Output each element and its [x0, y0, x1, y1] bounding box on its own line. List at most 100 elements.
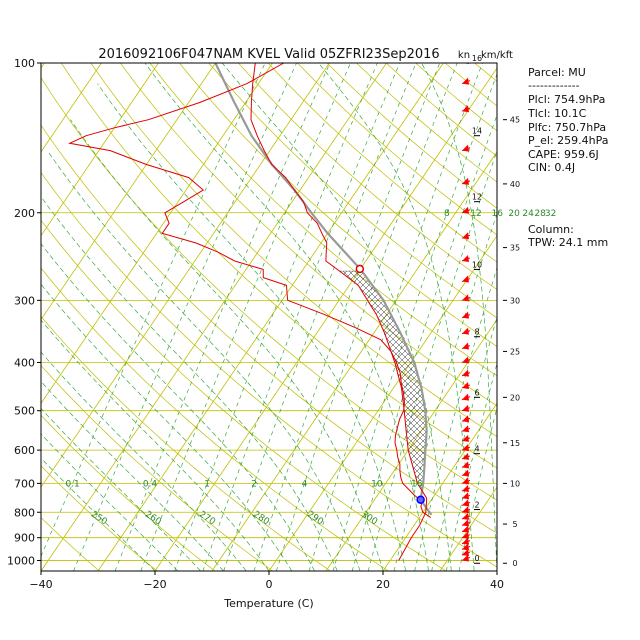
mixing-ratio-label: 28	[534, 209, 546, 219]
moist-adiabat-line	[41, 283, 293, 571]
wind-barb	[461, 554, 471, 562]
dry-adiabat-line	[41, 219, 447, 571]
kft-label: 15	[510, 439, 520, 448]
isotherm-line	[611, 63, 640, 571]
mixing-ratio-line	[393, 212, 497, 571]
wind-barb	[461, 434, 471, 442]
wind-barb	[461, 444, 471, 452]
kft-label: 10	[510, 479, 520, 488]
moist-adiabat-line	[421, 63, 497, 571]
y-tick-label: 200	[14, 207, 35, 220]
dry-adiabat-line	[41, 124, 497, 534]
isotherm-line	[41, 63, 273, 405]
mixing-ratio-label: 24	[522, 209, 534, 219]
wind-barb-flag	[462, 537, 469, 545]
tpw-value: TPW: 24.1 mm	[527, 236, 608, 249]
mixing-ratio-label: 1	[204, 479, 210, 489]
wind-barb-flag	[462, 519, 469, 527]
x-tick-label: 40	[490, 578, 504, 591]
wind-barb	[461, 525, 471, 533]
wind-barb	[461, 381, 471, 389]
wind-barb-flag	[462, 327, 469, 335]
moist-adiabat-line	[41, 319, 270, 571]
wind-barb-flag	[462, 105, 469, 113]
wind-barb-flag	[462, 381, 469, 389]
moist-adiabat-line	[41, 380, 224, 571]
parcel-separator: -------------	[528, 79, 580, 92]
km-label: 16	[472, 54, 482, 63]
wind-barb	[461, 254, 471, 262]
wind-barb	[461, 531, 471, 539]
moist-adiabat-line	[144, 63, 429, 571]
wind-barb-flag	[462, 484, 469, 492]
wind-barb	[461, 512, 471, 520]
tlcl-value: Tlcl: 10.1C	[527, 107, 587, 120]
kft-label: 20	[510, 393, 520, 402]
wind-barb	[461, 469, 471, 477]
isotherm-line	[97, 63, 444, 571]
x-tick-label: 0	[266, 578, 273, 591]
y-tick-label: 1000	[7, 554, 35, 567]
wind-barb-flag	[462, 415, 469, 423]
wind-barb-flag	[462, 506, 469, 514]
wind-barb	[461, 232, 471, 240]
wind-barb-flag	[462, 144, 469, 152]
column-title: Column:	[528, 223, 574, 236]
mixing-ratio-label: 32	[545, 209, 556, 219]
wind-barb	[461, 393, 471, 401]
mixing-ratio-label: 10	[371, 479, 383, 489]
y-tick-label: 700	[14, 477, 35, 490]
km-label: 0	[474, 554, 479, 563]
mixing-ratio-line	[223, 63, 417, 571]
wind-barb-flag	[462, 554, 469, 562]
dry-adiabat-line	[238, 63, 497, 290]
mixing-ratio-line	[73, 63, 297, 571]
dry-adiabat-line	[120, 63, 497, 407]
el-marker	[355, 264, 365, 274]
moist-adiabat-line	[41, 243, 315, 571]
km-label: 14	[472, 127, 482, 136]
units-km-kft: km/kft	[481, 50, 513, 61]
wind-barb-flag	[462, 77, 469, 85]
wind-barb-flag	[462, 425, 469, 433]
wind-barb	[461, 275, 471, 283]
moist-adiabat-line	[41, 196, 338, 571]
wind-barb	[461, 519, 471, 527]
isotherm-line	[382, 402, 497, 571]
wind-barb-flag	[462, 434, 469, 442]
mixing-ratio-line	[276, 63, 458, 571]
dry-adiabat-line	[41, 570, 42, 571]
mixing-ratio-line	[308, 63, 483, 571]
wind-barb-flag	[462, 356, 469, 364]
wind-barb	[461, 548, 471, 556]
x-tick-label: −20	[143, 578, 166, 591]
plfc-value: Plfc: 750.7hPa	[528, 121, 606, 134]
wind-barb-flag	[462, 525, 469, 533]
dry-adiabat-line	[41, 517, 100, 571]
dry-adiabat-line	[208, 63, 497, 319]
dewpoint-trace	[68, 63, 431, 519]
wind-barb	[461, 452, 471, 460]
y-tick-label: 800	[14, 506, 35, 519]
wind-barb-flag	[462, 254, 469, 262]
moist-adiabat-line	[41, 407, 201, 571]
km-label: 6	[474, 388, 479, 397]
wind-barb	[461, 506, 471, 514]
mixing-ratio-label: 4	[302, 479, 308, 489]
mixing-ratio-line	[253, 63, 441, 571]
isotherm-line	[41, 63, 159, 237]
wind-barb-flag	[462, 512, 469, 520]
mixing-ratio-label: 20	[508, 209, 520, 219]
moist-adiabat-line	[41, 457, 156, 571]
dry-adiabat-line	[90, 63, 497, 438]
wind-barb-flag	[462, 531, 469, 539]
mixing-ratio-label: 2	[251, 479, 257, 489]
kft-label: 40	[510, 180, 520, 189]
moist-adiabat-line	[47, 150, 361, 571]
dry-adiabat-line	[41, 315, 331, 571]
chart-title: 2016092106F047NAM KVEL Valid 05ZFRI23Sep…	[98, 47, 439, 62]
cape-area	[338, 270, 427, 499]
kft-label: 35	[510, 244, 520, 253]
cape-value: CAPE: 959.6J	[528, 148, 599, 161]
